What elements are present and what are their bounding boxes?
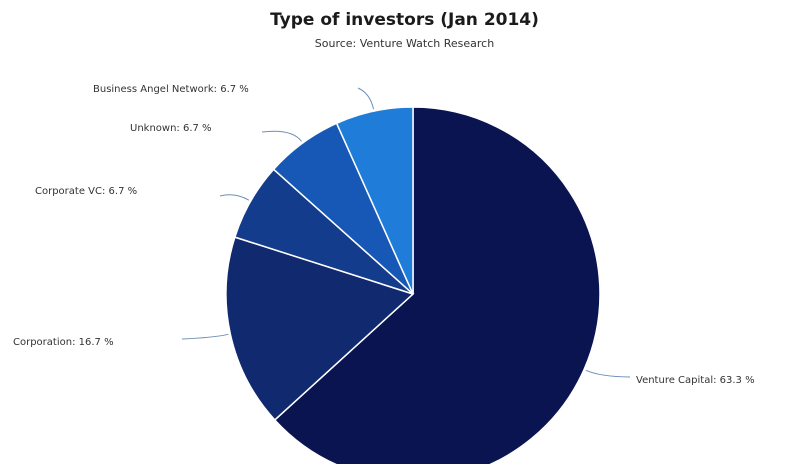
slice-label-business-angel-network: Business Angel Network: 6.7 % (93, 84, 249, 95)
leader-line-business-angel-network (357, 87, 375, 110)
leader-line-unknown (261, 130, 302, 142)
pie-slice-business-angel-network (335, 106, 414, 295)
leader-line-corporate-vc (219, 194, 250, 201)
slice-label-corporate-vc: Corporate VC: 6.7 % (35, 186, 137, 197)
slice-label-unknown: Unknown: 6.7 % (130, 123, 212, 134)
slice-label-venture-capital: Venture Capital: 63.3 % (636, 375, 755, 386)
slice-label-corporation: Corporation: 16.7 % (13, 337, 114, 348)
chart-title: Type of investors (Jan 2014) (270, 10, 539, 30)
pie-slice-venture-capital (273, 106, 601, 464)
leader-line-venture-capital (585, 369, 631, 378)
pie-slice-corporation (225, 236, 415, 422)
leader-line-corporation (181, 333, 229, 340)
chart-subtitle: Source: Venture Watch Research (314, 37, 495, 50)
